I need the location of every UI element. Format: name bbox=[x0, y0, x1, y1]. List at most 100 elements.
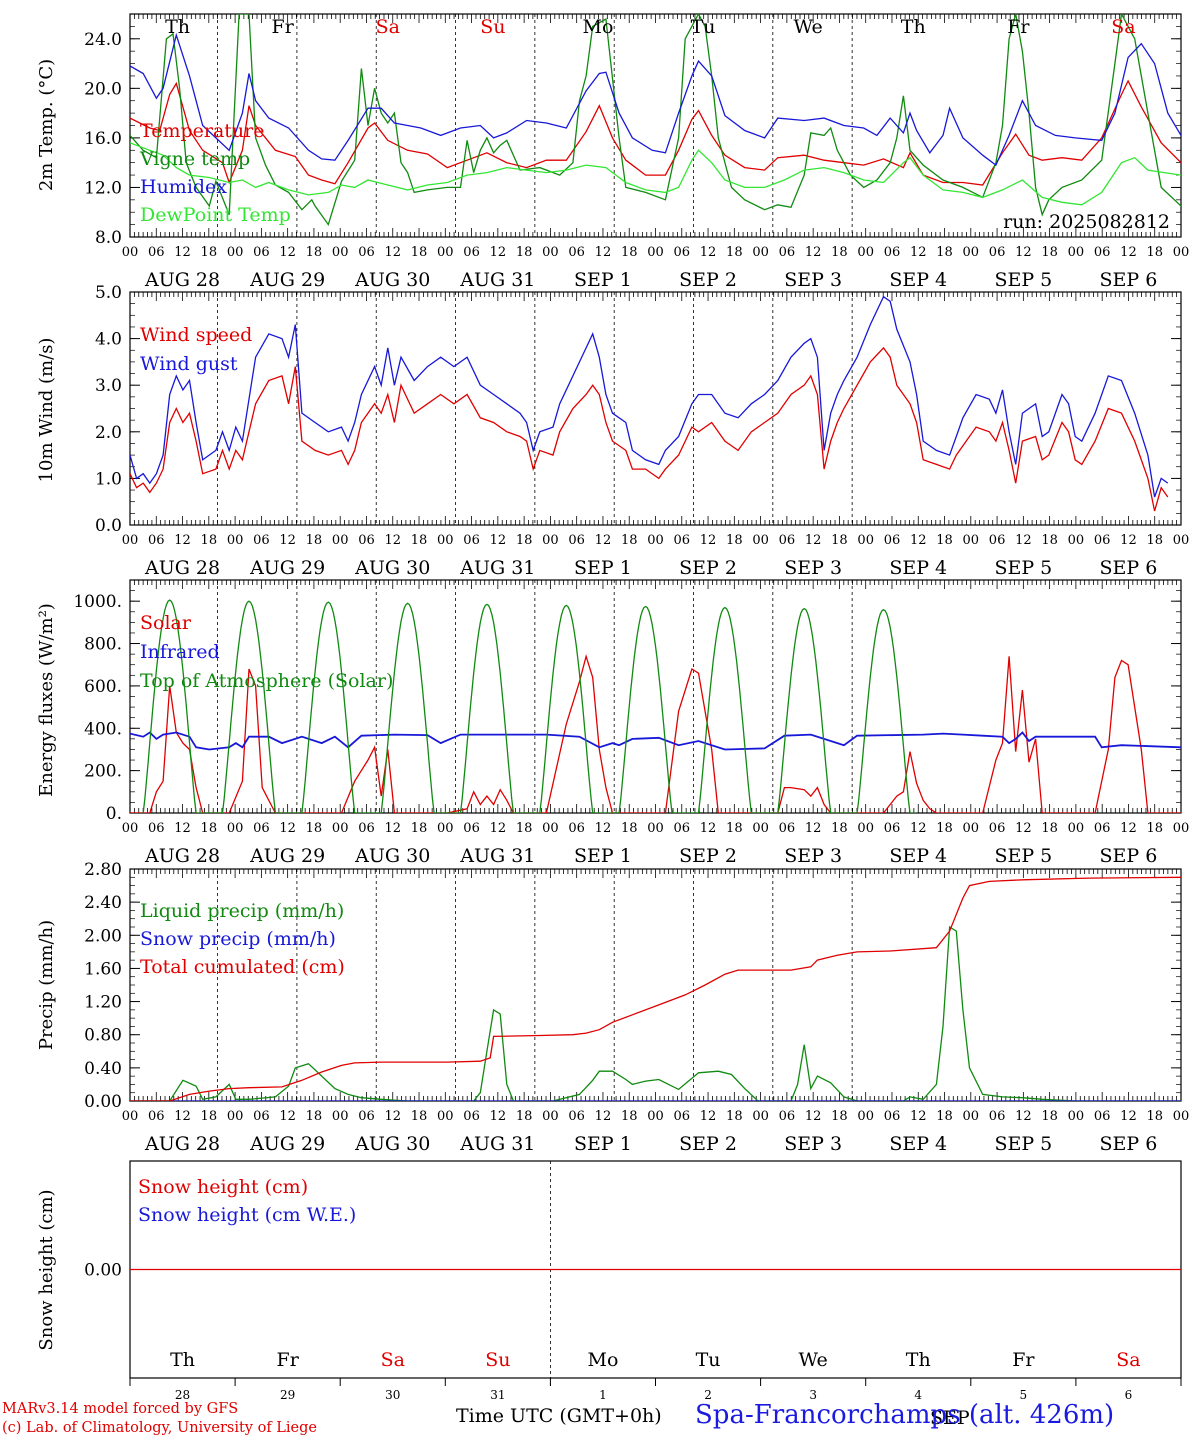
y-tick-label: 8.0 bbox=[95, 228, 122, 248]
hour-label: 18 bbox=[936, 533, 953, 548]
hour-label: 06 bbox=[674, 821, 691, 836]
series-top-of-atmosphere-solar- bbox=[142, 599, 917, 813]
day-number-label: 1 bbox=[599, 1388, 607, 1402]
day-number-label: 6 bbox=[1125, 1388, 1133, 1402]
hour-label: 12 bbox=[279, 1109, 296, 1124]
day-number-label: 2 bbox=[704, 1388, 712, 1402]
date-label: AUG 29 bbox=[249, 269, 325, 291]
hour-label: 00 bbox=[752, 533, 769, 548]
hour-label: 06 bbox=[253, 821, 270, 836]
hour-label: 12 bbox=[490, 245, 507, 260]
hour-label: 00 bbox=[332, 533, 349, 548]
date-label: AUG 30 bbox=[354, 557, 430, 579]
legend-entry: Humidex bbox=[140, 176, 227, 198]
legend-entry: Temperature bbox=[140, 120, 264, 142]
hour-label: 00 bbox=[752, 821, 769, 836]
hour-label: 18 bbox=[516, 533, 533, 548]
hour-label: 00 bbox=[437, 245, 454, 260]
hour-label: 18 bbox=[411, 245, 428, 260]
date-label: SEP 3 bbox=[784, 557, 842, 579]
weekday-label: Th bbox=[901, 16, 926, 38]
hour-label: 18 bbox=[411, 1109, 428, 1124]
date-label: AUG 29 bbox=[249, 1133, 325, 1155]
hour-label: 12 bbox=[1015, 533, 1032, 548]
hour-label: 06 bbox=[1094, 245, 1111, 260]
hour-label: 18 bbox=[1041, 821, 1058, 836]
hour-label: 18 bbox=[621, 1109, 638, 1124]
hour-label: 06 bbox=[674, 245, 691, 260]
date-label: SEP 4 bbox=[889, 845, 947, 867]
hour-label: 00 bbox=[1173, 533, 1190, 548]
y-tick-label: 3.0 bbox=[95, 376, 122, 396]
hour-label: 00 bbox=[857, 1109, 874, 1124]
date-label: AUG 28 bbox=[144, 557, 220, 579]
hour-label: 12 bbox=[595, 533, 612, 548]
hour-label: 00 bbox=[437, 533, 454, 548]
hour-label: 18 bbox=[1146, 1109, 1163, 1124]
hour-label: 18 bbox=[1041, 1109, 1058, 1124]
hour-label: 18 bbox=[1146, 533, 1163, 548]
y-tick-label: 2.00 bbox=[84, 926, 122, 946]
y-axis-label: 2m Temp. (°C) bbox=[36, 59, 57, 191]
hour-label: 00 bbox=[647, 245, 664, 260]
series-infrared bbox=[130, 731, 1181, 751]
bottom-weekday-label: Th bbox=[906, 1349, 931, 1371]
date-label: AUG 30 bbox=[354, 269, 430, 291]
weekday-label: Th bbox=[165, 16, 190, 38]
weekday-label: Mo bbox=[582, 16, 613, 38]
lab-credit: (c) Lab. of Climatology, University of L… bbox=[2, 1420, 317, 1436]
y-axis-label: Precip (mm/h) bbox=[36, 920, 57, 1050]
hour-label: 12 bbox=[384, 533, 401, 548]
chart-panel-1: 00 06 12 18 AUG 28 00 06 12 18 AUG 29 00 06 12 18 AUG … bbox=[36, 13, 1190, 291]
hour-label: 06 bbox=[463, 245, 480, 260]
hour-label: 12 bbox=[1120, 821, 1137, 836]
hour-label: 18 bbox=[726, 533, 743, 548]
y-tick-label: 1.60 bbox=[84, 959, 122, 979]
hour-label: 00 bbox=[1173, 1109, 1190, 1124]
chart-panel-3: 00 06 12 18 AUG 28 00 06 12 18 AUG 29 00 06 12 18 AUG … bbox=[36, 579, 1189, 867]
hour-label: 00 bbox=[542, 245, 559, 260]
series-vigne-temp bbox=[130, 14, 1181, 227]
hour-label: 06 bbox=[779, 533, 796, 548]
series-liquid-precip-mm-h- bbox=[130, 925, 1181, 1101]
series-total-cumulated-cm- bbox=[130, 876, 1181, 1101]
hour-label: 18 bbox=[726, 821, 743, 836]
y-tick-label: 0.80 bbox=[84, 1026, 122, 1046]
hour-label: 12 bbox=[805, 1109, 822, 1124]
hour-label: 18 bbox=[936, 245, 953, 260]
date-label: AUG 28 bbox=[144, 1133, 220, 1155]
hour-label: 00 bbox=[227, 245, 244, 260]
y-tick-label: 16.0 bbox=[84, 129, 122, 149]
day-number-label: 29 bbox=[280, 1388, 295, 1402]
hour-label: 06 bbox=[358, 245, 375, 260]
y-axis-label: Energy fluxes (W/m²) bbox=[36, 603, 57, 797]
legend-entry: Vigne temp bbox=[139, 148, 250, 170]
hour-label: 18 bbox=[1041, 245, 1058, 260]
hour-label: 12 bbox=[1120, 533, 1137, 548]
model-credit: MARv3.14 model forced by GFS bbox=[2, 1401, 239, 1417]
y-tick-label: 2.0 bbox=[95, 423, 122, 443]
hour-label: 12 bbox=[490, 821, 507, 836]
date-label: AUG 31 bbox=[459, 1133, 535, 1155]
hour-label: 18 bbox=[201, 245, 218, 260]
hour-label: 18 bbox=[936, 821, 953, 836]
day-number-label: 5 bbox=[1020, 1388, 1028, 1402]
hour-label: 00 bbox=[647, 533, 664, 548]
date-label: SEP 5 bbox=[994, 557, 1052, 579]
hour-label: 06 bbox=[463, 1109, 480, 1124]
hour-label: 00 bbox=[1173, 245, 1190, 260]
hour-label: 12 bbox=[595, 245, 612, 260]
date-label: SEP 4 bbox=[889, 1133, 947, 1155]
hour-label: 18 bbox=[516, 1109, 533, 1124]
hour-label: 18 bbox=[831, 533, 848, 548]
weekday-label: Tu bbox=[691, 16, 716, 38]
hour-label: 12 bbox=[384, 245, 401, 260]
y-tick-label: 1000. bbox=[73, 592, 122, 612]
hour-label: 06 bbox=[358, 821, 375, 836]
hour-label: 06 bbox=[148, 245, 165, 260]
hour-label: 18 bbox=[1146, 245, 1163, 260]
y-tick-label: 2.80 bbox=[84, 860, 122, 880]
legend-entry: Total cumulated (cm) bbox=[140, 956, 345, 978]
date-label: AUG 28 bbox=[144, 845, 220, 867]
